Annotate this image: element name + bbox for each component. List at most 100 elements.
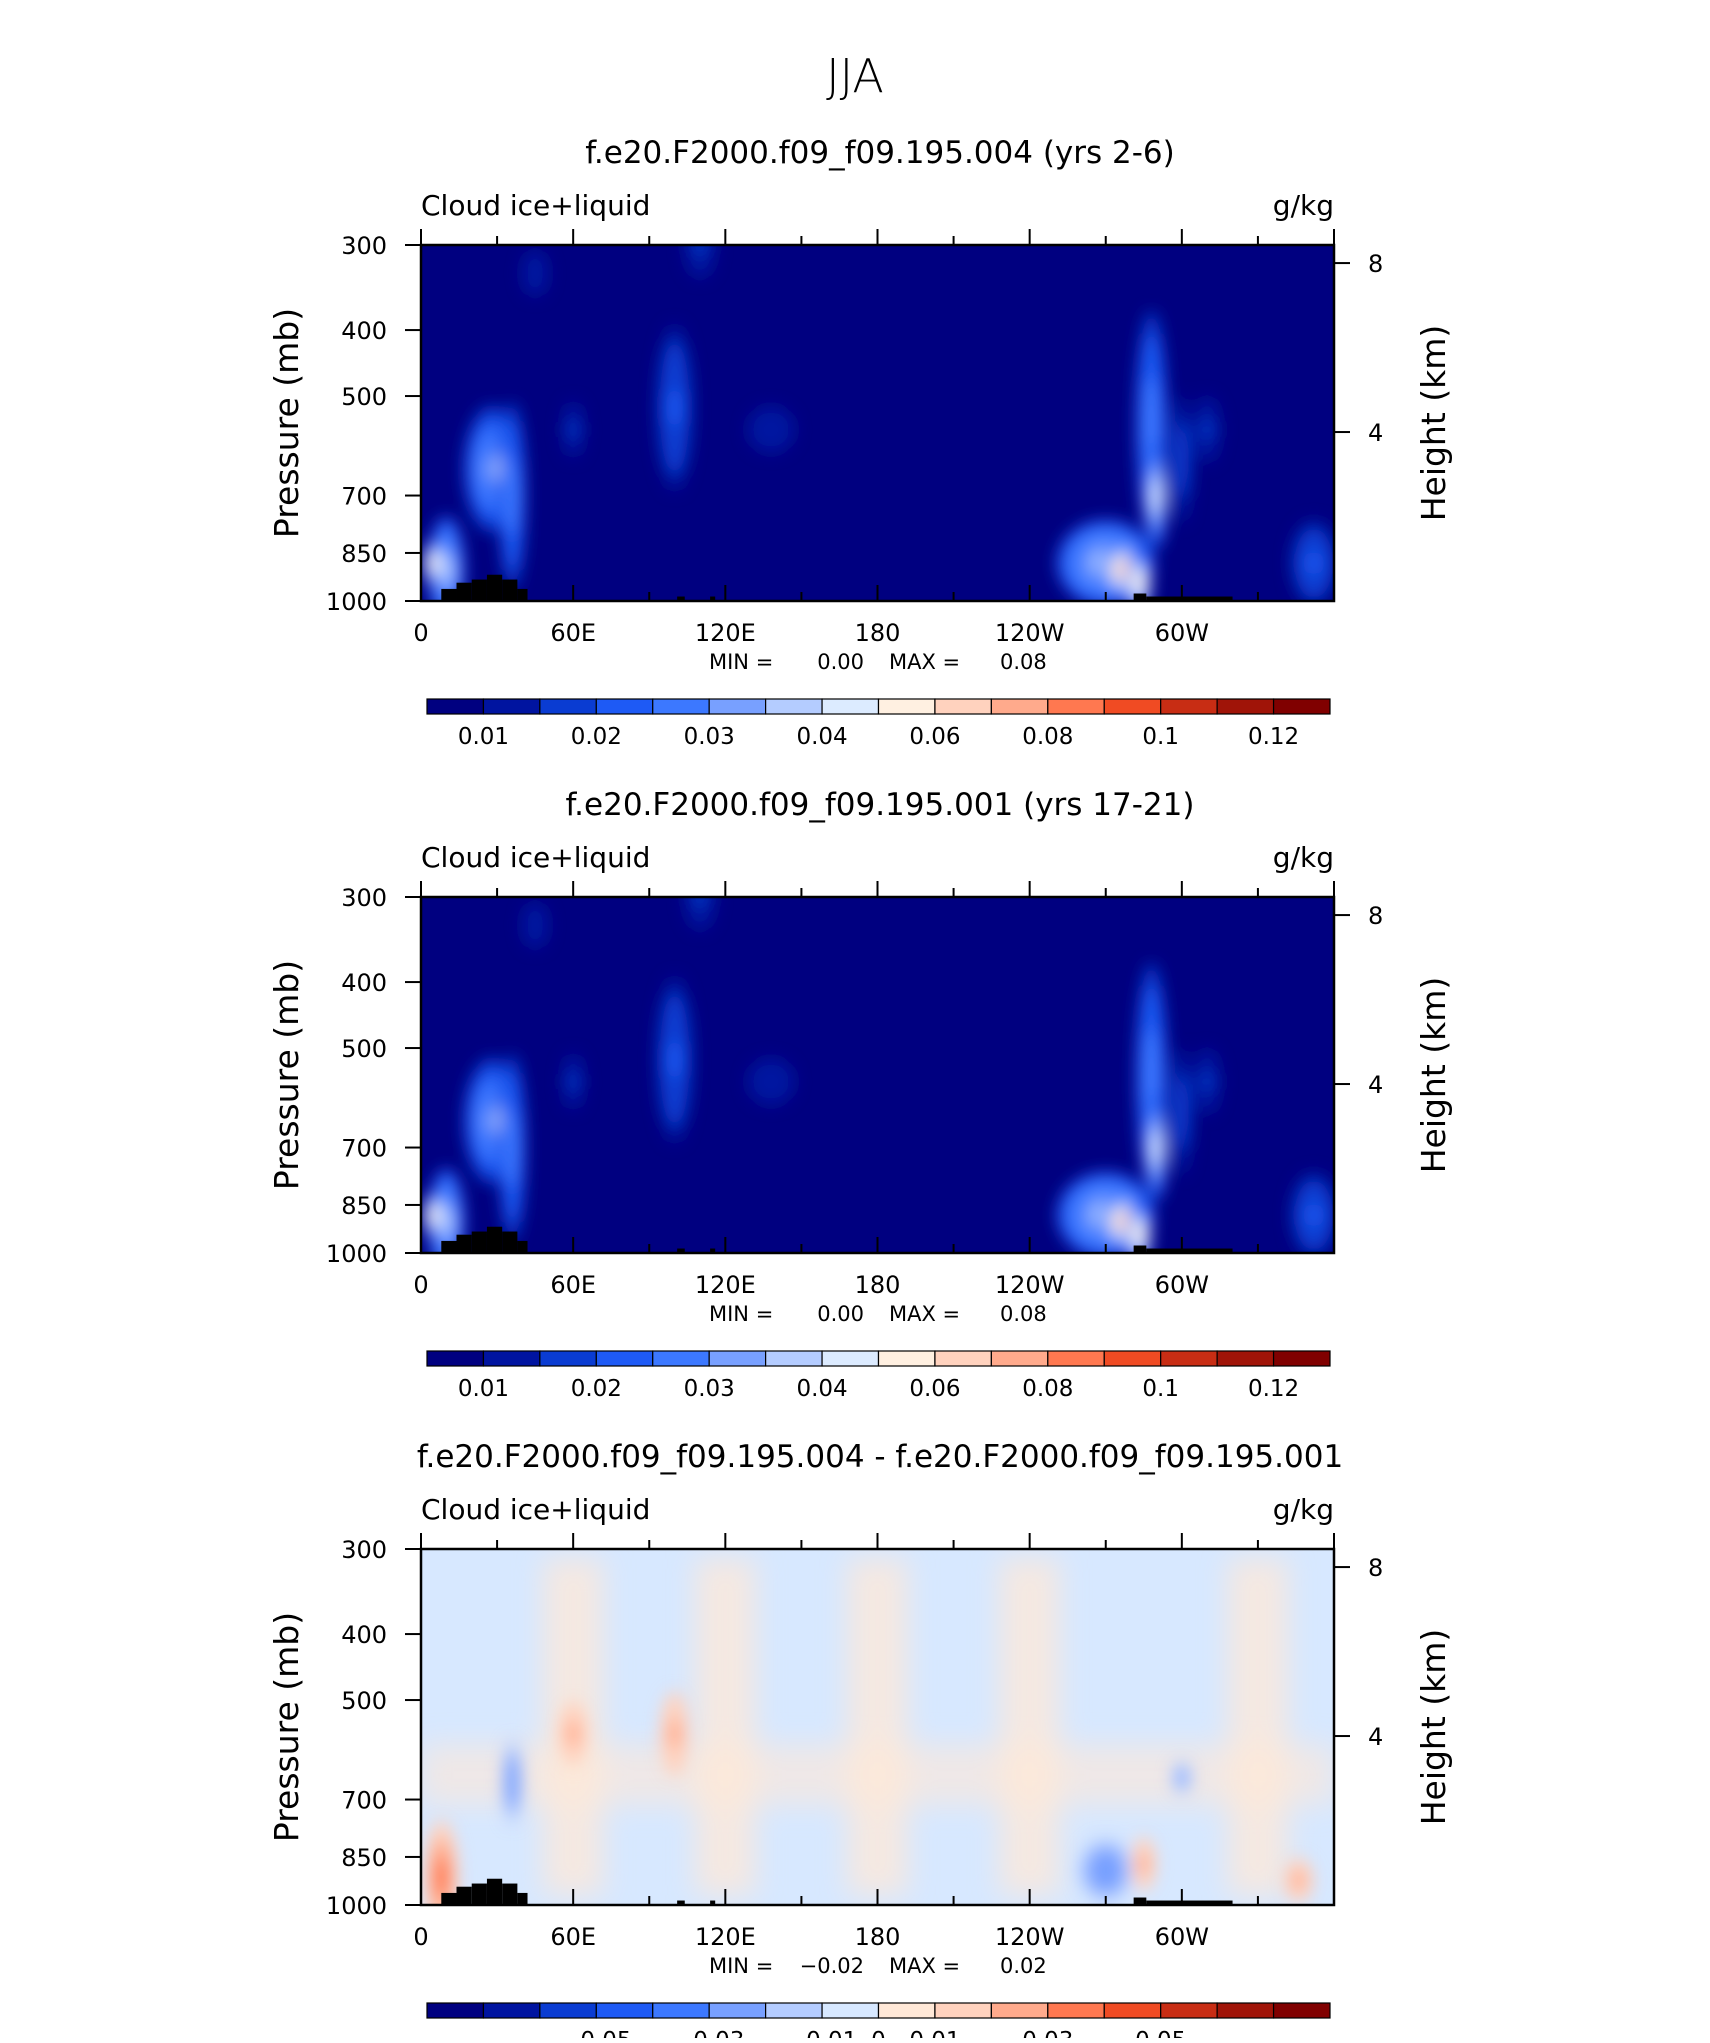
- colorbar-box: [1047, 2002, 1105, 2019]
- colorbar-label: 0.06: [909, 724, 960, 750]
- contour-region: [530, 266, 541, 281]
- x-tick-label: 60W: [1155, 1271, 1209, 1299]
- colorbar-box: [821, 2002, 880, 2019]
- y-tick-label: 700: [341, 483, 387, 511]
- panel-title: f.e20.F2000.f09_f09.195.004 - f.e20.F200…: [417, 1439, 1343, 1475]
- y-tick-label: 500: [341, 1687, 387, 1715]
- colorbar-label: 0.12: [1248, 1376, 1299, 1402]
- colorbar-box: [1272, 698, 1331, 715]
- topography-block: [486, 1226, 503, 1253]
- y-tick-label: 850: [341, 1192, 387, 1220]
- colorbar-box: [877, 698, 936, 715]
- x-tick-label: 180: [855, 619, 901, 647]
- colorbar-label: −0.03: [674, 2028, 744, 2038]
- y-axis-title: Pressure (mb): [267, 960, 306, 1190]
- y-tick-label: 400: [341, 1621, 387, 1649]
- colorbar-label: 0.03: [684, 724, 735, 750]
- panel-2: f.e20.F2000.f09_f09.195.001 (yrs 17-21) C…: [267, 787, 1453, 1402]
- topography-block: [1133, 1245, 1147, 1253]
- topography-block: [502, 579, 518, 601]
- x-tick-label: 0: [413, 1923, 428, 1951]
- contour-region: [530, 918, 541, 933]
- colorbar-label: 0.1: [1142, 1376, 1179, 1402]
- colorbar-box: [539, 2002, 597, 2019]
- colorbar-box: [1272, 2002, 1331, 2019]
- x-tick-label: 60W: [1155, 1923, 1209, 1951]
- contour-region: [1145, 1051, 1157, 1102]
- colorbar-box: [426, 1350, 485, 1367]
- colorbar: 0.01 0.02 0.03 0.04 0.06 0.08 0.1 0.12: [426, 698, 1331, 750]
- colorbar-label: 0.01: [909, 2028, 960, 2038]
- colorbar-box: [990, 1350, 1049, 1367]
- contour-region: [421, 1744, 1334, 1805]
- contour-region: [1177, 1096, 1187, 1127]
- topography-block: [517, 1892, 528, 1905]
- colorbar: −0.05 −0.03 −0.01 0 0.01 0.03 0.05: [426, 2002, 1331, 2043]
- contour-region: [507, 1766, 517, 1798]
- colorbar-label: 0.02: [571, 724, 622, 750]
- topography-block: [471, 579, 487, 601]
- colorbar-box: [1160, 698, 1218, 715]
- contour-region: [668, 388, 681, 427]
- main-title: JJA: [826, 49, 884, 103]
- colorbar-box: [1047, 698, 1105, 715]
- colorbar-box: [1160, 1350, 1218, 1367]
- colorbar-box: [1047, 1350, 1105, 1367]
- y2-tick-label: 8: [1368, 250, 1383, 278]
- x-tick-label: 180: [855, 1271, 901, 1299]
- colorbar-label: −0.05: [561, 2028, 631, 2038]
- topography-block: [471, 1883, 487, 1905]
- topography-block: [486, 574, 503, 601]
- contour-region: [1133, 1225, 1144, 1244]
- max-value: 0.08: [1000, 1302, 1047, 1326]
- contour-region: [429, 556, 439, 571]
- colorbar-box: [1103, 2002, 1162, 2019]
- colorbar-box: [765, 698, 823, 715]
- min-value: 0.00: [817, 1302, 864, 1326]
- colorbar-box: [482, 1350, 541, 1367]
- contour-region: [568, 421, 578, 438]
- colorbar-label: 0.03: [1022, 2028, 1073, 2038]
- y2-tick-label: 4: [1368, 1723, 1383, 1751]
- colorbar-box: [539, 698, 597, 715]
- units-label: g/kg: [1273, 841, 1334, 874]
- panel-title: f.e20.F2000.f09_f09.195.001 (yrs 17-21): [566, 787, 1195, 823]
- topography-block: [441, 1892, 457, 1905]
- topography-block: [517, 1240, 528, 1253]
- min-label: MIN =: [709, 650, 773, 674]
- colorbar-box: [652, 1350, 710, 1367]
- topography-block: [502, 1231, 518, 1253]
- topography-block: [710, 1900, 716, 1905]
- colorbar-box: [990, 698, 1049, 715]
- y-tick-label: 1000: [326, 1892, 387, 1920]
- x-tick-label: 120W: [995, 619, 1065, 647]
- y2-tick-label: 4: [1368, 419, 1383, 447]
- panel-title: f.e20.F2000.f09_f09.195.004 (yrs 2-6): [585, 135, 1175, 171]
- colorbar-box: [426, 2002, 485, 2019]
- contour-region: [763, 1074, 779, 1089]
- colorbar-box: [1272, 1350, 1331, 1367]
- min-value: −0.02: [800, 1954, 864, 1978]
- colorbar-box: [595, 1350, 654, 1367]
- y-tick-label: 300: [341, 1536, 387, 1564]
- contour-region: [1145, 399, 1157, 450]
- max-label: MAX =: [889, 1954, 960, 1978]
- panel-3: f.e20.F2000.f09_f09.195.004 - f.e20.F200…: [267, 1439, 1453, 2043]
- colorbar-box: [821, 1350, 880, 1367]
- contour-field: [421, 897, 1334, 1253]
- x-tick-label: 120E: [695, 1923, 756, 1951]
- topography-block: [1133, 593, 1147, 601]
- colorbar-box: [1216, 698, 1275, 715]
- y-tick-label: 1000: [326, 588, 387, 616]
- y-axis-title: Pressure (mb): [267, 1612, 306, 1842]
- topography-block: [456, 1886, 472, 1905]
- topography-block: [441, 588, 457, 601]
- x-tick-label: 60E: [550, 1271, 596, 1299]
- colorbar-label: 0.05: [1135, 2028, 1186, 2038]
- colorbar-box: [821, 698, 880, 715]
- contour-region: [566, 1721, 580, 1746]
- field-features: [423, 897, 1334, 1253]
- topography-mask: [441, 1878, 1233, 1905]
- colorbar-label: 0.12: [1248, 724, 1299, 750]
